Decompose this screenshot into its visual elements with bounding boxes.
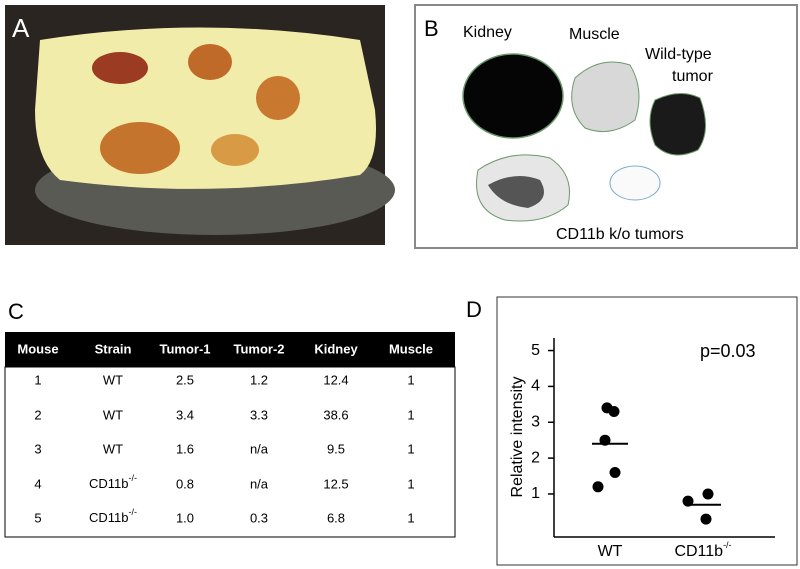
y-tick-label: 2 [531, 449, 540, 466]
y-tick-label: 5 [531, 342, 540, 359]
scan-panel [414, 4, 798, 249]
text: CD11b [674, 543, 723, 560]
table: Mouse Strain Tumor-1 Tumor-2 Kidney Muscle 1 WT… [17, 341, 433, 525]
table-body [4, 366, 456, 538]
dot [702, 488, 714, 500]
table-cell: 1 [407, 441, 414, 456]
photo-panel [5, 5, 395, 245]
table-header-cell: Tumor-2 [233, 341, 284, 356]
superscript: -/- [129, 507, 138, 517]
table-header [5, 332, 455, 367]
table-cell: 1.0 [176, 510, 194, 525]
table-cell: CD11b-/- [89, 473, 137, 491]
dot [700, 513, 712, 525]
dot-plot: 1 2 3 4 5 WT CD11b-/- [531, 338, 775, 560]
annotation: Muscle [569, 26, 620, 43]
annotation: Kidney [463, 24, 512, 41]
table-cell: n/a [250, 441, 269, 456]
table-cell: 1 [407, 407, 414, 422]
dot [592, 481, 604, 493]
y-axis-label: Relative intensity [509, 377, 526, 498]
table-cell: 9.5 [327, 441, 345, 456]
table-cell: 2.5 [176, 372, 194, 387]
table-cell: 3 [34, 441, 41, 456]
table-header-cell: Kidney [314, 341, 358, 356]
table-cell: 0.3 [250, 510, 268, 525]
annotation: tumor [672, 68, 714, 85]
table-cell: WT [103, 372, 123, 387]
annotation: CD11b k/o tumors [556, 226, 684, 243]
table-cell: 4 [34, 476, 41, 491]
panel-label: A [12, 13, 30, 43]
panel-label: C [8, 299, 24, 324]
table-cell: 0.8 [176, 476, 194, 491]
table-cell: 1 [407, 476, 414, 491]
y-tick-label: 1 [531, 485, 540, 502]
table-cell: 3.3 [250, 407, 268, 422]
dot [608, 406, 620, 418]
table-cell: n/a [250, 476, 269, 491]
table-cell: 12.4 [323, 372, 348, 387]
y-tick-label: 3 [531, 413, 540, 430]
table-cell: CD11b-/- [89, 507, 137, 525]
table-cell: 2 [34, 407, 41, 422]
x-tick-label: WT [598, 543, 623, 560]
y-tick-label: 4 [531, 378, 540, 395]
text: CD11b [89, 476, 129, 491]
table-cell: 38.6 [323, 407, 348, 422]
table-cell: 1 [407, 372, 414, 387]
table-cell: 1.6 [176, 441, 194, 456]
annotation: p=0.03 [700, 341, 756, 361]
table-cell: WT [103, 407, 123, 422]
table-cell: 3.4 [176, 407, 194, 422]
superscript: -/- [723, 540, 732, 550]
table-cell: WT [103, 441, 123, 456]
panel-label: D [466, 297, 482, 322]
table-header-cell: Muscle [389, 341, 433, 356]
chart-frame [496, 296, 798, 566]
table-header-cell: Tumor-1 [159, 341, 210, 356]
table-header-cell: Strain [95, 341, 132, 356]
table-cell: 12.5 [323, 476, 348, 491]
text: CD11b [89, 510, 129, 525]
table-cell: 5 [34, 510, 41, 525]
x-tick-label: CD11b-/- [674, 540, 731, 560]
table-header-cell: Mouse [17, 341, 58, 356]
table-cell: 1 [407, 510, 414, 525]
table-cell: 6.8 [327, 510, 345, 525]
table-cell: 1.2 [250, 372, 268, 387]
panel-label: B [424, 16, 439, 41]
annotation: Wild-type [645, 46, 712, 63]
table-cell: 1 [34, 372, 41, 387]
dot [609, 466, 621, 478]
superscript: -/- [129, 473, 138, 483]
